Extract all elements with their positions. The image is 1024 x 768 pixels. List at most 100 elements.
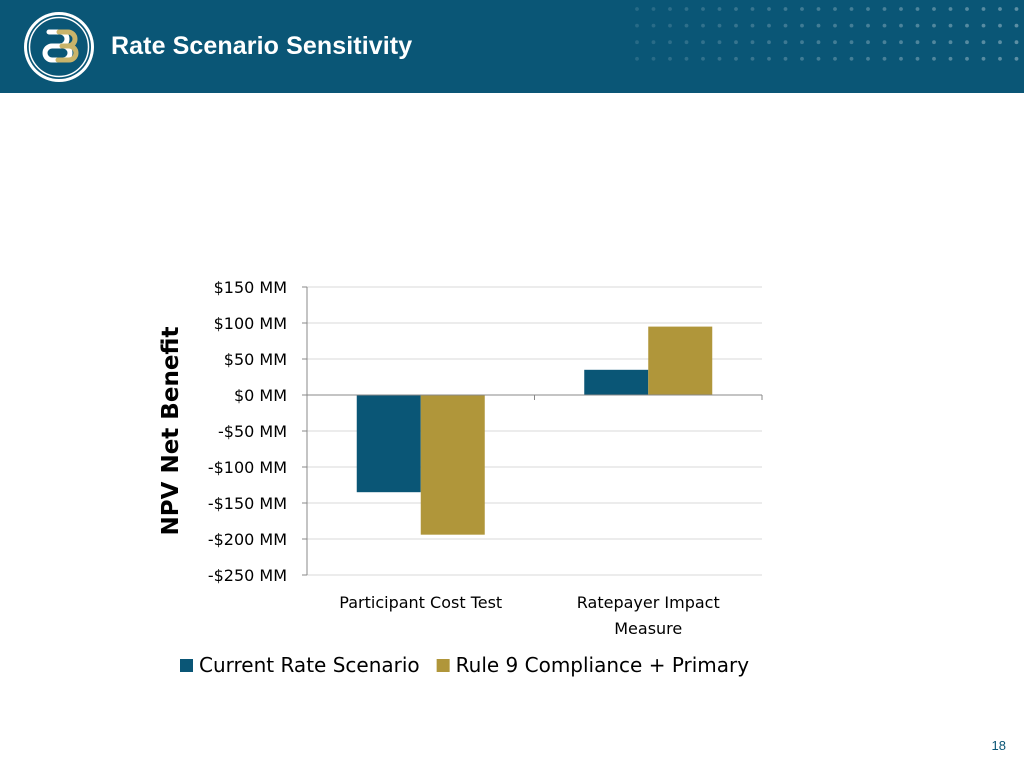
header-dot: [717, 56, 722, 61]
header-dot: [750, 40, 755, 45]
header-dot: [915, 23, 920, 28]
header-dot: [899, 23, 903, 28]
header-dot: [1014, 40, 1019, 45]
header-dot: [965, 40, 969, 45]
header-dot: [651, 23, 656, 28]
header-dot: [651, 40, 656, 45]
header-dot: [767, 7, 771, 11]
y-tick-label: $0 MM: [234, 386, 287, 405]
header-dot: [767, 56, 771, 61]
header-dot: [833, 7, 837, 11]
header-dot: [767, 23, 771, 28]
header-dot: [948, 23, 953, 28]
header-dot: [965, 7, 969, 11]
y-tick-label: $50 MM: [224, 350, 287, 369]
header-dot: [849, 23, 854, 28]
header-dot: [635, 56, 639, 61]
header-dot: [767, 40, 771, 45]
header-dot: [800, 56, 804, 61]
page-number: 18: [991, 738, 1006, 753]
header-dot: [899, 56, 903, 61]
header-dot: [750, 7, 755, 11]
bar: [584, 369, 649, 395]
header-dot: [635, 40, 639, 45]
header-dot: [948, 56, 953, 61]
header-dot: [816, 23, 821, 28]
header-dot: [800, 40, 804, 45]
header-dot: [701, 56, 705, 61]
legend-label: Current Rate Scenario: [199, 653, 420, 677]
header-dot: [899, 40, 903, 45]
header-dot: [1014, 7, 1019, 11]
header-dot: [915, 40, 920, 45]
header-dot: [668, 56, 672, 61]
header-dot: [965, 23, 969, 28]
x-tick-label: Ratepayer Impact Measure: [577, 593, 720, 638]
header-dot: [783, 40, 788, 45]
header-dot: [948, 7, 953, 11]
y-axis-label: NPV Net Benefit: [158, 327, 184, 536]
header-dot: [800, 23, 804, 28]
header-dot: [866, 23, 870, 28]
header-dot: [981, 56, 986, 61]
header-dot: [684, 56, 689, 61]
header-dot: [915, 56, 920, 61]
header-dot: [816, 40, 821, 45]
y-tick-label: -$100 MM: [208, 458, 287, 477]
header-dot: [849, 7, 854, 11]
header-dot: [981, 23, 986, 28]
legend-item: Rule 9 Compliance + Primary: [436, 653, 750, 677]
chart-legend: Current Rate Scenario Rule 9 Compliance +…: [180, 653, 749, 677]
dot-pattern: [635, 7, 1019, 61]
header-dot: [981, 7, 986, 11]
header-dot: [932, 7, 936, 11]
legend-item: Current Rate Scenario: [180, 653, 420, 677]
header-dot: [998, 23, 1002, 28]
header-dot: [965, 56, 969, 61]
header-dot: [998, 7, 1002, 11]
header-dot: [833, 23, 837, 28]
header-dot: [717, 7, 722, 11]
header-dot: [668, 40, 672, 45]
header-bar: Rate Scenario Sensitivity: [0, 0, 1024, 93]
header-dot: [651, 7, 656, 11]
header-dot: [882, 40, 887, 45]
header-dot: [866, 56, 870, 61]
header-dot: [866, 7, 870, 11]
header-dot: [734, 7, 738, 11]
header-dot: [684, 7, 689, 11]
header-dot: [635, 7, 639, 11]
header-dot: [849, 56, 854, 61]
header-dot: [998, 56, 1002, 61]
legend-swatch: [180, 659, 193, 672]
e3-logo-icon: [24, 12, 94, 82]
y-tick-label: $150 MM: [214, 278, 287, 297]
y-tick-label: -$50 MM: [218, 422, 287, 441]
header-dot: [668, 7, 672, 11]
header-dot: [701, 7, 705, 11]
x-tick-label: Participant Cost Test: [339, 593, 502, 612]
legend-swatch: [436, 659, 450, 672]
bar: [420, 395, 485, 535]
header-dot: [783, 7, 788, 11]
header-dot: [684, 23, 689, 28]
header-dot: [849, 40, 854, 45]
header-dot: [932, 23, 936, 28]
header-dot: [734, 23, 738, 28]
header-dot: [651, 56, 656, 61]
header-dot: [932, 56, 936, 61]
y-tick-label: -$200 MM: [208, 530, 287, 549]
header-dot: [833, 56, 837, 61]
legend-label: Rule 9 Compliance + Primary: [456, 653, 750, 677]
header-dot: [717, 40, 722, 45]
header-dot: [684, 40, 689, 45]
header-dot: [899, 7, 903, 11]
header-dot: [734, 56, 738, 61]
header-dot: [932, 40, 936, 45]
bar: [648, 326, 713, 395]
header-dot: [948, 40, 953, 45]
header-dot: [800, 7, 804, 11]
header-dot: [866, 40, 870, 45]
header-dot: [668, 23, 672, 28]
header-dot: [750, 56, 755, 61]
